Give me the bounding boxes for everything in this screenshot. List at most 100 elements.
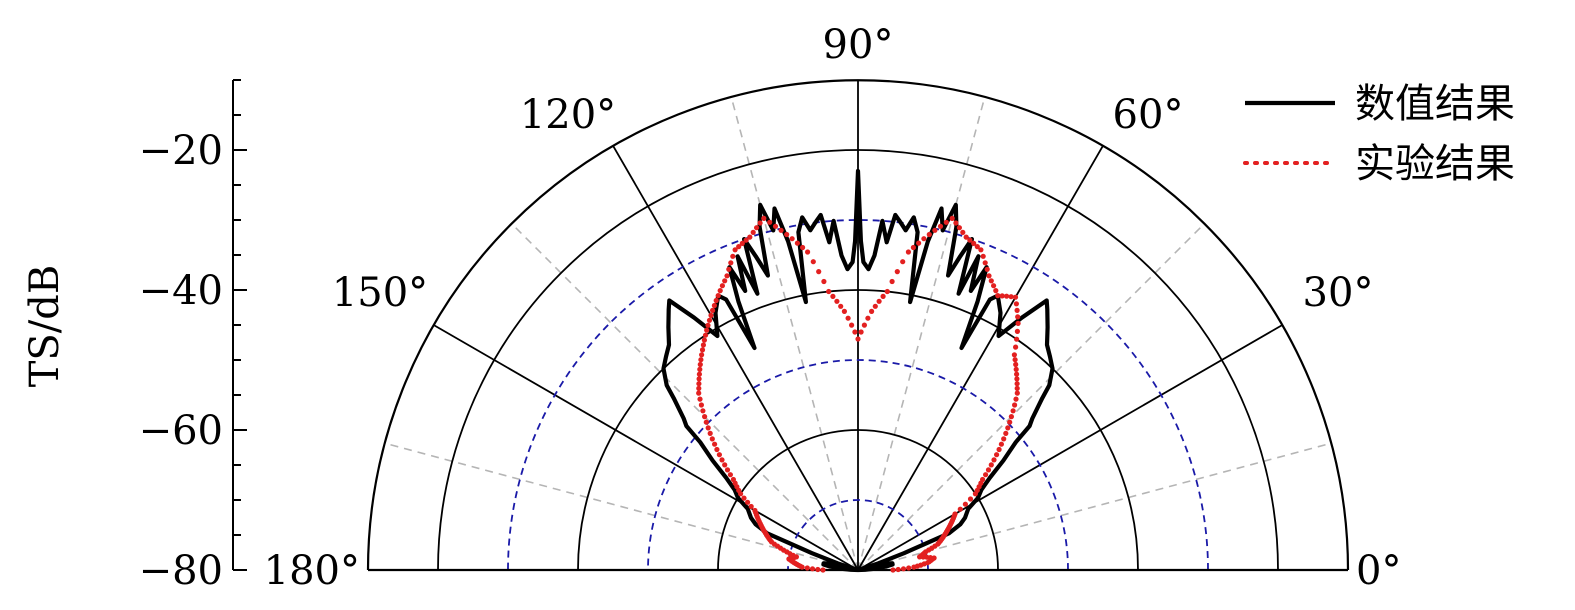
data-point	[985, 467, 992, 473]
data-point	[967, 496, 974, 502]
data-point	[949, 215, 955, 221]
legend-label: 数值结果	[1355, 81, 1515, 127]
data-point	[743, 237, 749, 243]
data-point	[732, 247, 738, 253]
data-point	[952, 511, 958, 517]
data-point	[1010, 408, 1016, 414]
data-point	[738, 491, 744, 497]
data-point	[699, 347, 706, 353]
data-point	[805, 249, 811, 255]
data-point	[815, 566, 821, 573]
data-point	[1015, 314, 1021, 320]
data-point	[872, 303, 878, 309]
data-point	[717, 288, 723, 294]
data-point	[861, 322, 868, 328]
data-point	[895, 566, 901, 573]
data-point	[905, 249, 912, 255]
angle-label-180: 180°	[264, 548, 360, 594]
data-point	[982, 260, 988, 266]
data-point	[1014, 381, 1020, 387]
data-point	[722, 462, 728, 468]
data-point	[1013, 361, 1019, 368]
data-point	[821, 278, 827, 285]
radial-axis: −20 −40 −60 −80	[139, 79, 247, 594]
data-point	[978, 247, 984, 253]
major-spoke-60	[857, 145, 1104, 571]
r-tick-label: −20	[139, 128, 223, 174]
major-spoke-120	[612, 145, 859, 571]
data-point	[932, 227, 938, 233]
data-point	[804, 565, 810, 571]
data-point	[820, 567, 826, 573]
data-point	[906, 565, 912, 571]
data-point	[710, 307, 716, 313]
data-point	[794, 240, 801, 246]
minor-spoke-15	[857, 442, 1332, 571]
data-point	[1014, 376, 1020, 382]
data-point	[1014, 371, 1020, 377]
outer-ring	[366, 78, 1350, 571]
data-point	[830, 293, 836, 299]
minor-spoke-45	[857, 222, 1206, 571]
data-point	[696, 385, 702, 391]
data-point	[1008, 414, 1015, 420]
data-point	[704, 327, 710, 333]
major-spoke-30	[857, 324, 1283, 571]
data-point	[701, 337, 708, 343]
data-point	[705, 322, 711, 328]
data-point	[706, 317, 713, 323]
minor-spoke-75	[857, 96, 986, 571]
data-point	[698, 357, 704, 363]
data-point	[994, 452, 1000, 458]
data-point	[712, 441, 718, 447]
data-point	[1013, 301, 1020, 307]
data-point	[1014, 328, 1021, 334]
angle-label-60: 60°	[1113, 92, 1184, 138]
data-point	[1014, 336, 1020, 342]
data-point	[800, 244, 806, 251]
data-point	[890, 567, 896, 573]
data-point	[957, 506, 963, 512]
data-point	[748, 503, 754, 510]
data-point	[1013, 396, 1019, 402]
data-point	[696, 381, 702, 387]
series-numerical-line	[661, 168, 1055, 573]
data-point	[1007, 419, 1013, 425]
angle-labels: 0° 30° 60° 90° 120° 150° 180°	[264, 22, 1402, 594]
data-point	[772, 223, 779, 229]
data-point	[1012, 294, 1019, 300]
angle-label-0: 0°	[1356, 548, 1401, 594]
data-point	[1011, 352, 1018, 358]
data-point	[699, 352, 705, 358]
minor-spoke-135	[510, 222, 859, 571]
data-point	[1012, 357, 1018, 363]
data-point	[974, 244, 980, 250]
data-point	[986, 273, 992, 279]
data-point	[849, 322, 855, 328]
data-point	[926, 231, 932, 238]
series-experimental	[696, 215, 1021, 573]
data-point	[999, 293, 1005, 299]
data-point	[880, 293, 886, 299]
major-spoke-150	[433, 324, 859, 571]
minor-spoke-165	[384, 442, 859, 571]
data-point	[713, 297, 719, 304]
data-point	[1004, 293, 1010, 299]
data-point	[709, 436, 715, 442]
y-axis-label: TS/dB	[22, 265, 68, 388]
data-point	[988, 462, 994, 468]
data-point	[741, 495, 747, 501]
data-point	[1014, 307, 1020, 313]
data-point	[962, 501, 969, 507]
data-point	[900, 566, 907, 572]
r-tick-label: −80	[139, 548, 223, 594]
r-tick-label: −60	[139, 408, 223, 454]
dashed-ring-70	[787, 499, 929, 571]
data-point	[696, 390, 702, 396]
data-point	[826, 288, 832, 295]
data-point	[1015, 320, 1021, 326]
data-point	[789, 236, 795, 242]
data-point	[971, 240, 977, 246]
